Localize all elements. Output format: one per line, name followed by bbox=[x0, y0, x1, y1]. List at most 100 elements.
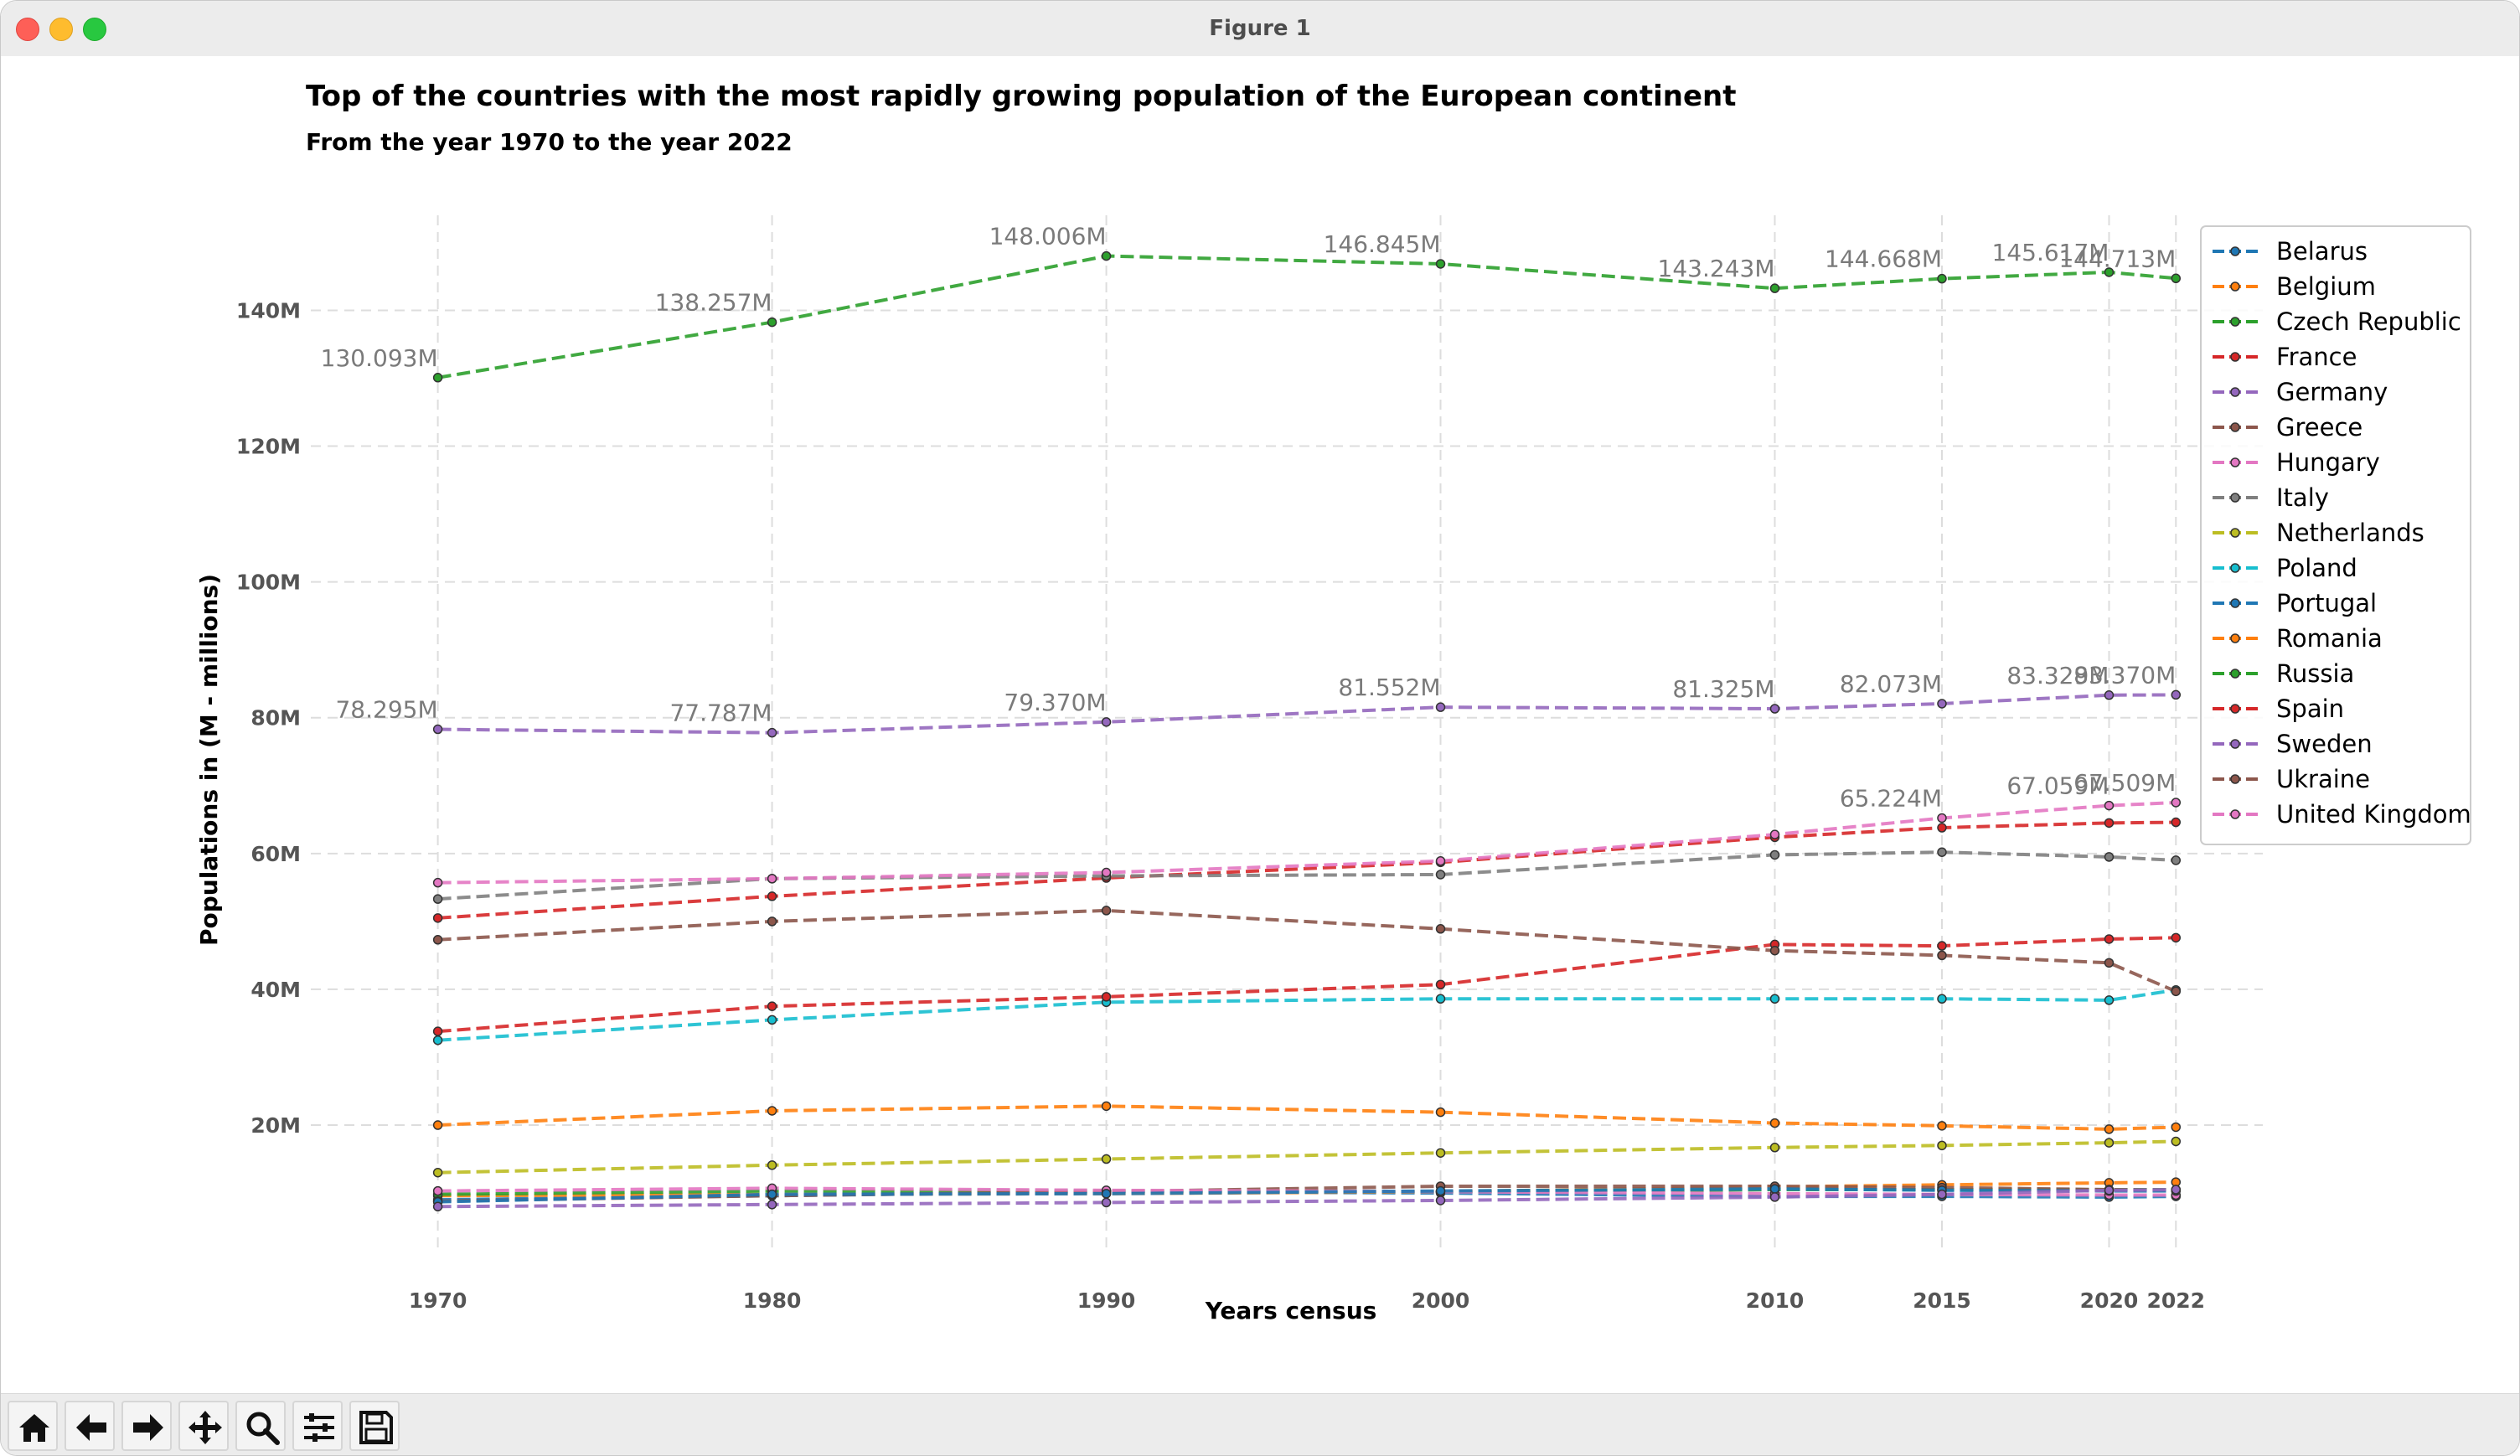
legend-marker bbox=[2230, 317, 2240, 327]
configure-subplots-button[interactable] bbox=[292, 1401, 343, 1451]
series-line bbox=[437, 908, 2177, 994]
plot-area: 1970 1980 1990 2000 2010 2015 2020 2022 20M 40M 60… bbox=[1, 56, 2519, 1393]
data-point bbox=[1769, 1192, 1780, 1202]
data-point bbox=[767, 916, 777, 927]
series-line bbox=[437, 820, 2177, 920]
legend-label: Romania bbox=[2276, 624, 2383, 653]
data-point bbox=[2104, 800, 2115, 811]
minimize-window-button[interactable] bbox=[49, 18, 73, 41]
home-button[interactable] bbox=[8, 1401, 58, 1451]
data-point bbox=[1769, 849, 1780, 860]
data-label: 145.617M bbox=[1992, 239, 2109, 266]
y-tick-label: 20M bbox=[250, 1113, 301, 1138]
zoom-icon bbox=[246, 1412, 280, 1445]
data-label: 130.093M bbox=[321, 344, 438, 372]
series-line bbox=[437, 1139, 2177, 1175]
data-point bbox=[432, 1185, 443, 1196]
data-point bbox=[767, 1015, 777, 1025]
data-point bbox=[1435, 994, 1446, 1004]
data-point bbox=[2171, 1185, 2182, 1195]
data-point bbox=[1769, 945, 1780, 956]
data-point bbox=[432, 1201, 443, 1212]
legend-label: Ukraine bbox=[2276, 765, 2370, 793]
data-point bbox=[2104, 1138, 2115, 1148]
data-label: 67.059M bbox=[2006, 772, 2109, 800]
data-point bbox=[432, 1035, 443, 1046]
data-point bbox=[767, 1160, 777, 1170]
data-point bbox=[767, 317, 777, 328]
window-title: Figure 1 bbox=[1209, 16, 1311, 41]
data-point bbox=[1101, 717, 1112, 727]
data-point bbox=[432, 913, 443, 923]
legend-marker bbox=[2230, 563, 2240, 573]
data-point bbox=[1101, 250, 1112, 261]
data-label: 81.552M bbox=[1338, 674, 1440, 701]
data-point bbox=[432, 1120, 443, 1130]
zoom-button[interactable] bbox=[235, 1401, 286, 1451]
close-window-button[interactable] bbox=[16, 18, 39, 41]
legend-marker bbox=[2230, 598, 2240, 608]
series-line bbox=[437, 1186, 2177, 1197]
data-point bbox=[1937, 1140, 1947, 1151]
legend-marker bbox=[2230, 493, 2240, 503]
pan-button[interactable] bbox=[178, 1401, 229, 1451]
legend-marker bbox=[2230, 246, 2240, 256]
data-label: 82.073M bbox=[1840, 670, 1942, 698]
forward-button[interactable] bbox=[121, 1401, 172, 1451]
data-point bbox=[2104, 958, 2115, 968]
data-point bbox=[1937, 1189, 1947, 1200]
legend-marker bbox=[2230, 281, 2240, 292]
x-axis-label: Years census bbox=[1205, 1297, 1377, 1324]
data-point bbox=[432, 1167, 443, 1178]
data-point bbox=[2171, 855, 2182, 865]
series-line bbox=[437, 936, 2177, 1034]
pan-icon bbox=[188, 1411, 222, 1444]
data-point bbox=[1435, 924, 1446, 934]
legend-box bbox=[2200, 225, 2471, 845]
legend-marker bbox=[2230, 669, 2240, 679]
x-tick-label: 2000 bbox=[1412, 1288, 1470, 1313]
data-point bbox=[2104, 852, 2115, 862]
data-point bbox=[432, 894, 443, 904]
data-point bbox=[1769, 829, 1780, 839]
series-line bbox=[437, 850, 2177, 901]
legend-marker bbox=[2230, 457, 2240, 467]
data-point bbox=[1435, 1107, 1446, 1118]
data-point bbox=[1937, 847, 1947, 857]
data-point bbox=[1435, 1185, 1446, 1196]
legend-label: Poland bbox=[2276, 554, 2357, 582]
data-label: 148.006M bbox=[989, 223, 1107, 250]
x-tick-label: 2022 bbox=[2146, 1288, 2205, 1313]
data-point bbox=[1769, 1184, 1780, 1194]
back-button[interactable] bbox=[65, 1401, 115, 1451]
data-point bbox=[1435, 1195, 1446, 1206]
data-label: 65.224M bbox=[1840, 784, 1942, 812]
data-label: 83.329M bbox=[2006, 662, 2109, 689]
data-point bbox=[767, 1106, 777, 1116]
data-point bbox=[1937, 941, 1947, 951]
save-button[interactable] bbox=[349, 1401, 400, 1451]
data-point bbox=[1101, 1197, 1112, 1208]
data-label: 67.509M bbox=[2073, 769, 2176, 797]
maximize-window-button[interactable] bbox=[83, 18, 106, 41]
data-point bbox=[432, 1026, 443, 1036]
data-label: 138.257M bbox=[655, 289, 772, 317]
legend-label: Belgium bbox=[2276, 272, 2376, 301]
legend-label: France bbox=[2276, 343, 2357, 371]
data-label: 146.845M bbox=[1324, 230, 1441, 258]
data-point bbox=[2104, 267, 2115, 277]
series-line bbox=[437, 254, 2177, 379]
data-point bbox=[1101, 906, 1112, 916]
data-point bbox=[1435, 1148, 1446, 1158]
data-point bbox=[1769, 704, 1780, 714]
data-point bbox=[2104, 818, 2115, 829]
data-point bbox=[1937, 1121, 1947, 1131]
legend-label: Belarus bbox=[2276, 237, 2368, 266]
data-point bbox=[1937, 823, 1947, 833]
series-line bbox=[437, 988, 2177, 1042]
data-point bbox=[767, 891, 777, 901]
data-label: 143.243M bbox=[1658, 255, 1775, 282]
data-point bbox=[1101, 1154, 1112, 1164]
data-point bbox=[2171, 798, 2182, 808]
data-point bbox=[432, 373, 443, 383]
